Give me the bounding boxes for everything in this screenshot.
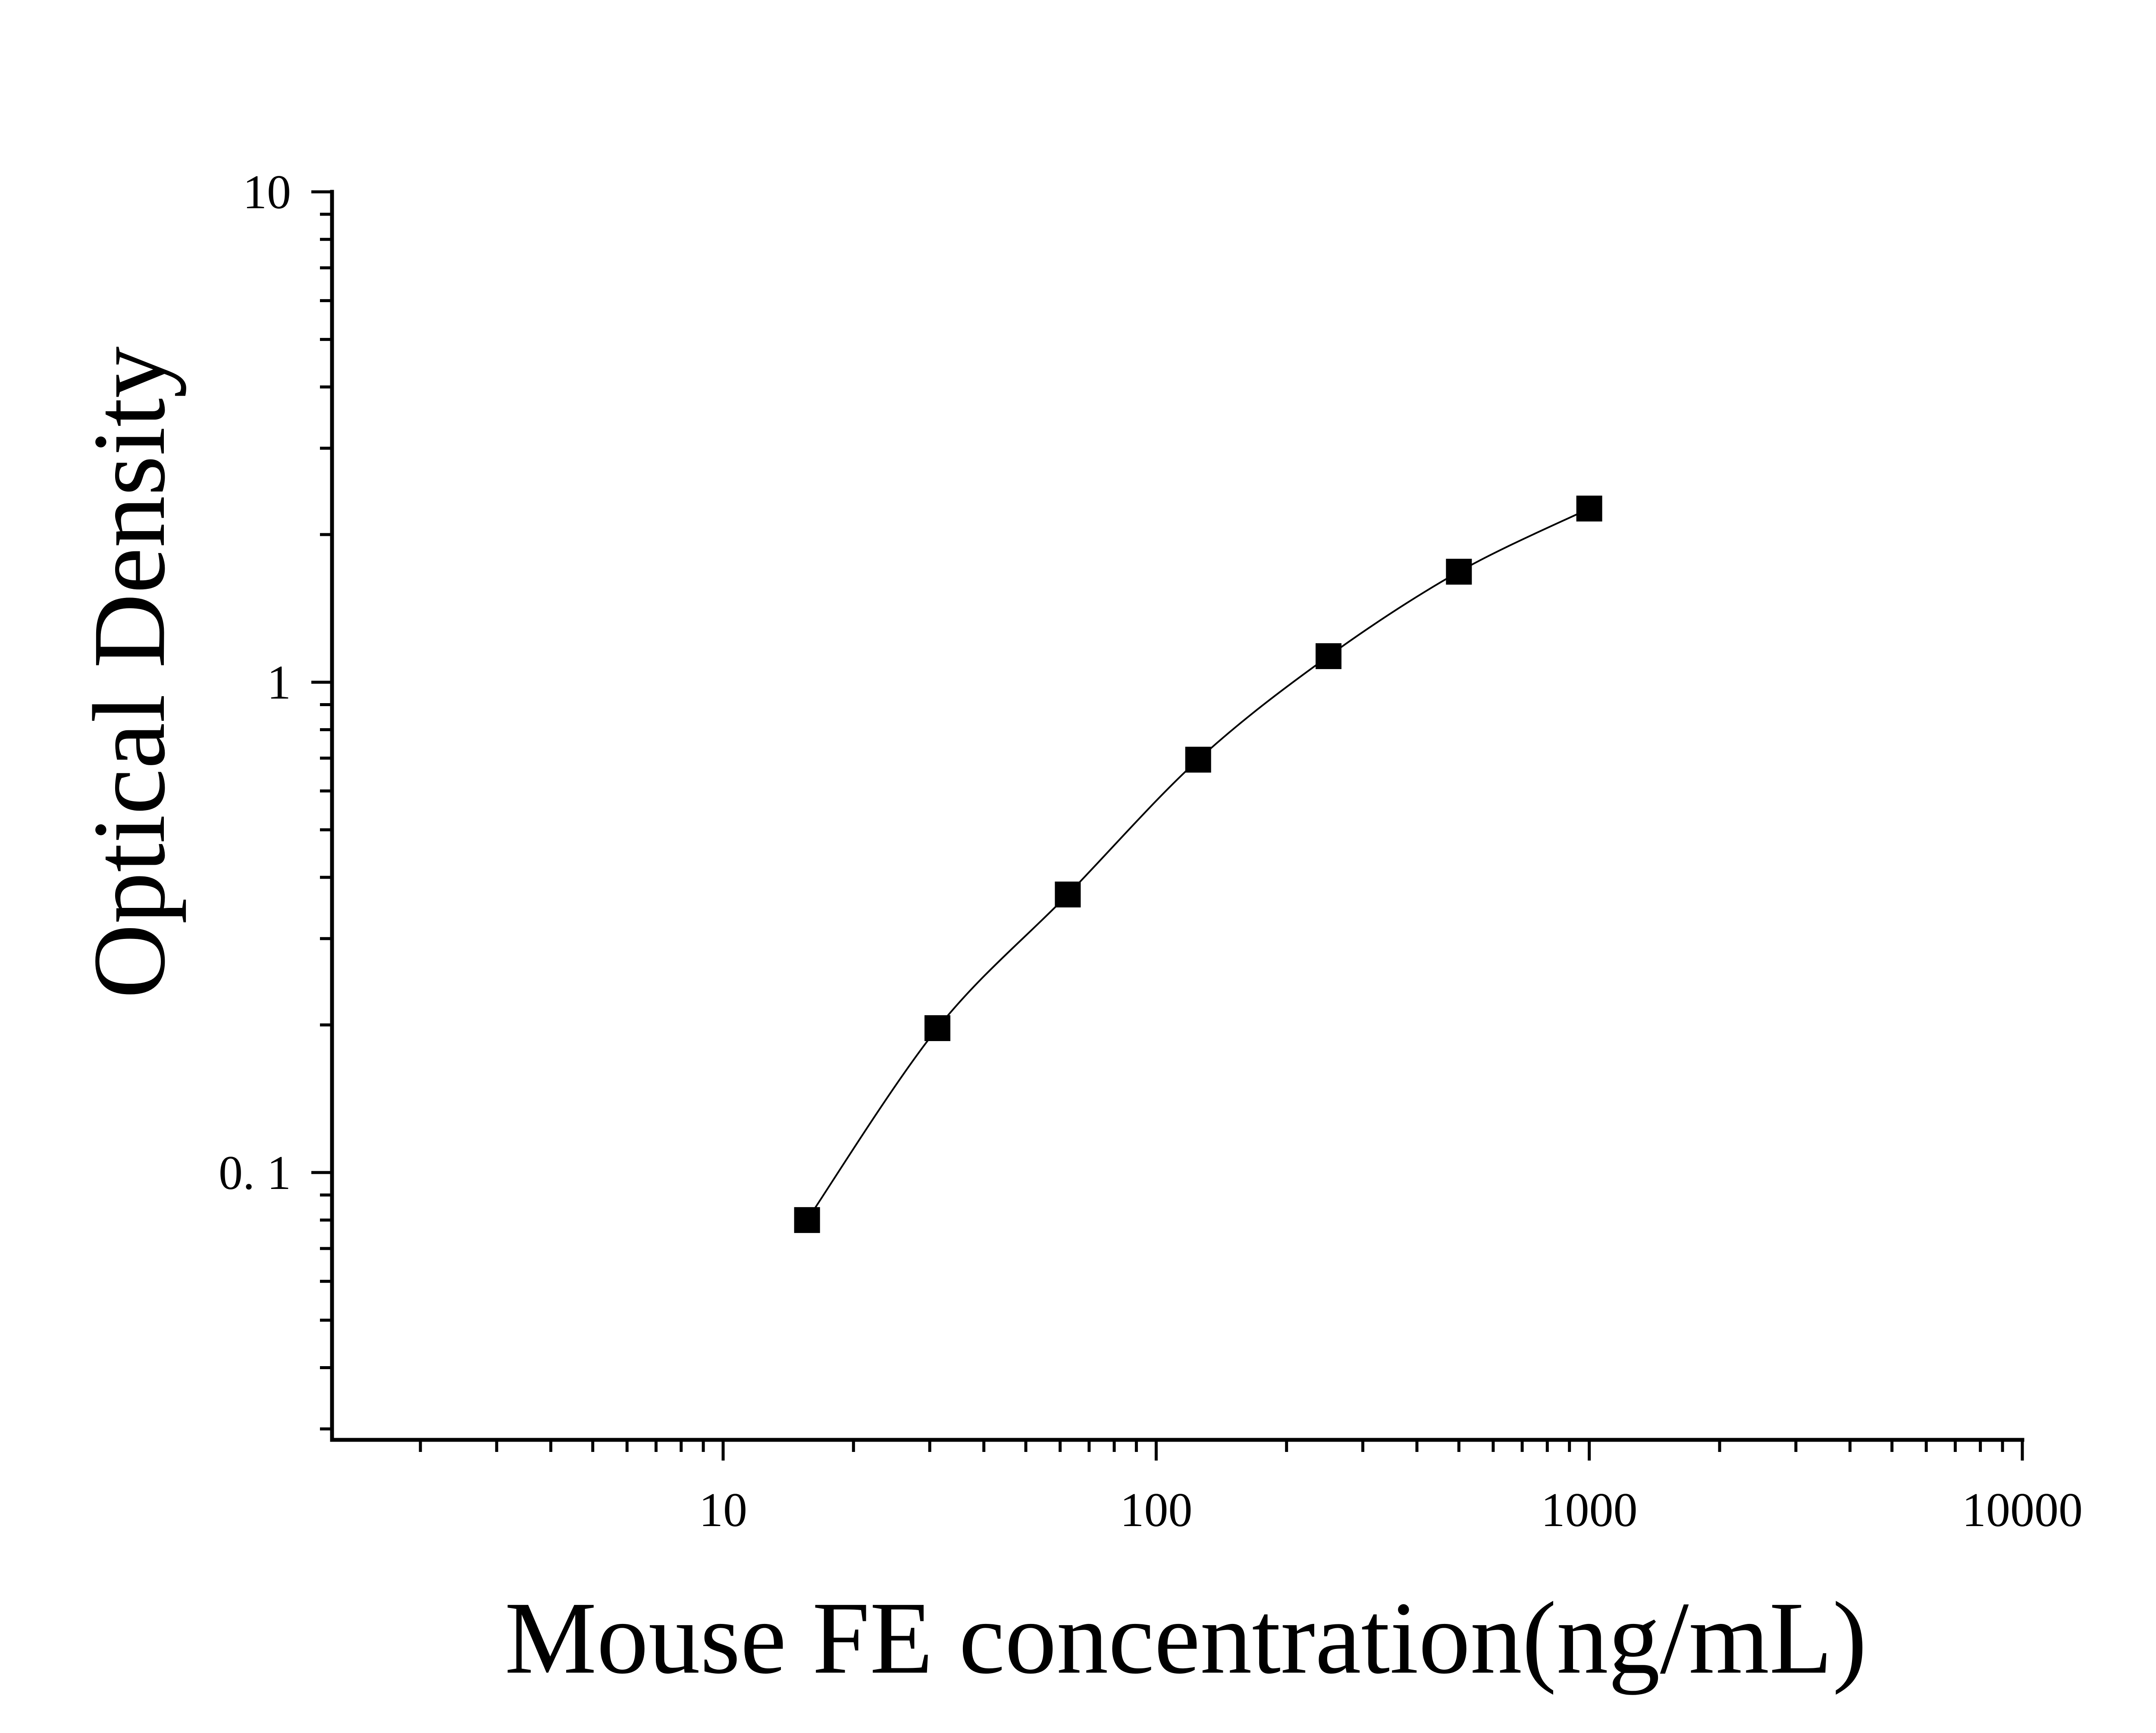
y-axis-title: Optical Density (72, 346, 186, 998)
data-points (794, 495, 1602, 1233)
y-tick-label: 1 (267, 656, 291, 709)
axes: 10 100 1000 10000 0. 1 1 10 (219, 166, 2083, 1537)
x-tick-label: 100 (1120, 1483, 1192, 1537)
fit-curve (806, 507, 1590, 1221)
data-point-marker (1576, 495, 1602, 522)
data-point-marker (794, 1207, 820, 1233)
y-tick-label: 10 (243, 166, 291, 219)
data-point-marker (1446, 559, 1472, 585)
y-tick-label: 0. 1 (219, 1146, 291, 1200)
data-point-marker (924, 1015, 950, 1041)
x-tick-label: 10000 (1962, 1483, 2083, 1537)
data-point-marker (1185, 747, 1211, 773)
x-axis-title: Mouse FE concentration(ng/mL) (505, 1580, 1867, 1695)
data-point-marker (1055, 881, 1081, 907)
data-point-marker (1315, 643, 1341, 669)
x-tick-label: 10 (699, 1483, 747, 1537)
fit-curve-layer (806, 507, 1590, 1221)
x-tick-label: 1000 (1541, 1483, 1638, 1537)
